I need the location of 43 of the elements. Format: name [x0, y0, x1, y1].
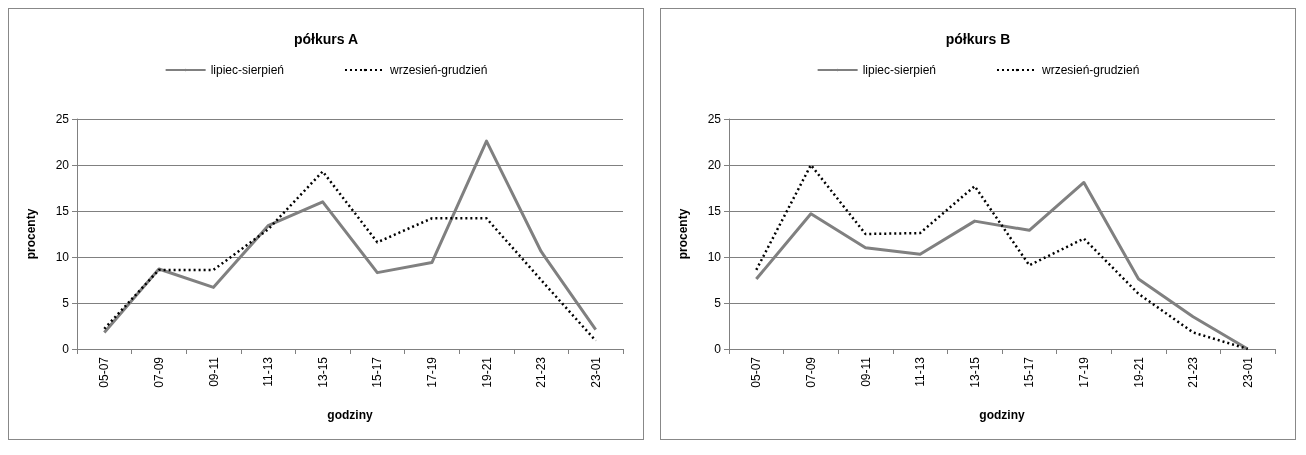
x-tick-label: 13-15: [315, 356, 330, 388]
x-tick-label: 05-07: [749, 356, 764, 388]
x-tick-label: 11-13: [913, 356, 928, 387]
x-tick-label: 07-09: [151, 356, 166, 388]
x-tick-label: 15-17: [1022, 356, 1037, 388]
x-tick-label: 17-19: [424, 356, 439, 388]
chart-title: półkurs A: [293, 31, 359, 47]
x-tick-label: 07-09: [803, 356, 818, 388]
legend-label: lipiec-sierpień: [862, 63, 936, 77]
y-tick-label: 25: [707, 112, 722, 126]
legend-label: wrzesień-grudzień: [388, 63, 488, 77]
y-tick-label: 10: [707, 250, 722, 264]
x-tick-label: 09-11: [858, 356, 873, 387]
y-tick-label: 20: [55, 158, 70, 172]
x-tick-label: 21-23: [1186, 356, 1201, 388]
y-axis-title: procenty: [676, 208, 690, 260]
y-tick-label: 20: [707, 158, 722, 172]
x-tick-label: 09-11: [206, 356, 221, 387]
y-tick-label: 0: [714, 342, 722, 356]
y-axis-title: procenty: [24, 208, 38, 260]
x-tick-label: 11-13: [261, 356, 276, 387]
x-tick-label: 23-01: [1240, 356, 1255, 388]
y-tick-label: 10: [55, 250, 70, 264]
line-series: [103, 170, 597, 342]
x-axis-title: godziny: [979, 408, 1025, 422]
x-tick-label: 05-07: [97, 356, 112, 388]
chart-title: półkurs B: [945, 31, 1011, 47]
legend-label: lipiec-sierpień: [210, 63, 284, 77]
x-tick-label: 21-23: [534, 356, 549, 388]
legend-label: wrzesień-grudzień: [1040, 63, 1140, 77]
x-tick-label: 17-19: [1076, 356, 1091, 388]
y-tick-label: 15: [707, 204, 722, 218]
x-tick-label: 15-17: [370, 356, 385, 388]
y-tick-label: 25: [55, 112, 70, 126]
y-tick-label: 15: [55, 204, 70, 218]
x-tick-label: 13-15: [967, 356, 982, 388]
x-tick-label: 19-21: [1131, 356, 1146, 388]
x-tick-label: 23-01: [588, 356, 603, 388]
y-tick-label: 5: [714, 296, 722, 310]
y-tick-label: 0: [62, 342, 70, 356]
x-axis-title: godziny: [327, 408, 373, 422]
x-tick-label: 19-21: [479, 356, 494, 388]
y-tick-label: 5: [62, 296, 70, 310]
